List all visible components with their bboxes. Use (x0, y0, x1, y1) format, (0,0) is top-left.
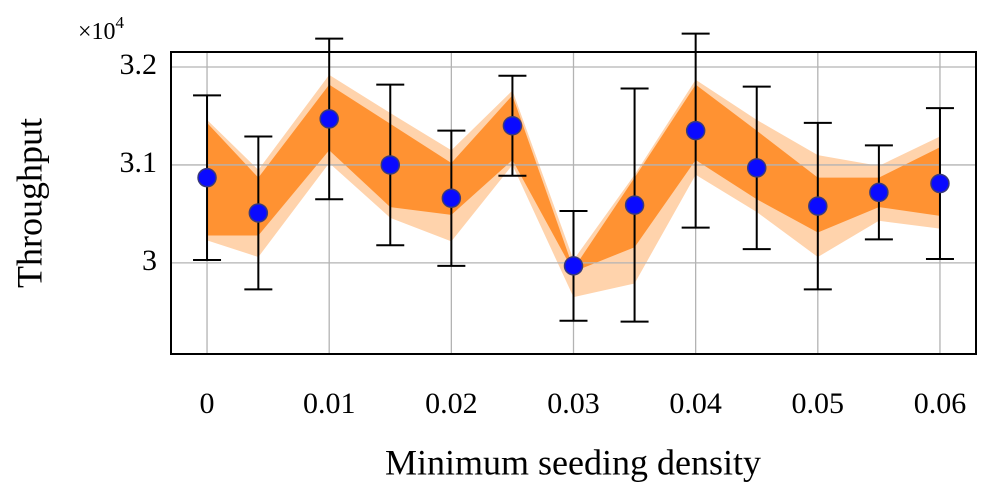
y-tick-label: 3.2 (120, 48, 158, 81)
x-tick-label: 0.06 (914, 387, 967, 420)
marks (193, 32, 954, 323)
y-multiplier: ×104 (78, 13, 125, 45)
x-tick-label: 0 (200, 387, 215, 420)
x-tick-label: 0.04 (669, 387, 722, 420)
data-point (441, 188, 462, 208)
y-tick-label: 3.1 (120, 146, 158, 179)
y-axis-label: Throughput (9, 118, 49, 288)
data-point (563, 256, 584, 276)
y-multiplier-exponent: 4 (116, 13, 125, 32)
data-point (746, 158, 767, 178)
data-point (869, 182, 889, 203)
plot-frame (170, 51, 977, 355)
data-point (380, 155, 401, 175)
y-tick-label: 3 (142, 244, 157, 277)
data-point (685, 120, 706, 141)
data-point (248, 203, 269, 223)
data-point (319, 109, 339, 129)
y-multiplier-base: ×10 (78, 19, 116, 45)
x-tick-label: 0.03 (547, 387, 600, 420)
data-point (930, 173, 950, 194)
data-point (624, 195, 645, 215)
x-tick-label: 0.02 (425, 387, 478, 420)
x-tick-label: 0.05 (792, 387, 845, 420)
x-tick-label: 0.01 (303, 387, 356, 420)
x-axis-label: Minimum seeding density (385, 442, 761, 482)
data-point (808, 196, 828, 216)
data-point (197, 167, 217, 188)
data-point (502, 116, 523, 136)
